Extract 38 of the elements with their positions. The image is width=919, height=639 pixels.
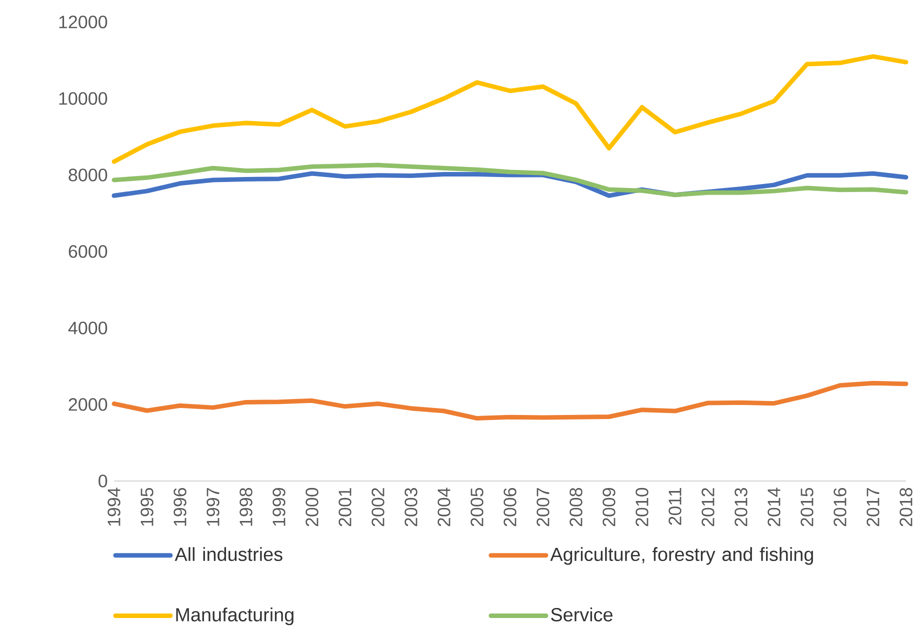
- x-tick-label: 2009: [602, 488, 616, 526]
- x-tick-label: 2013: [734, 488, 748, 526]
- y-tick-label: 2000: [68, 398, 108, 411]
- x-tick-label: 2005: [470, 488, 484, 526]
- x-tick-label: 2004: [438, 488, 450, 526]
- y-tick-label: 12000: [59, 16, 108, 28]
- y-tick-label: 10000: [59, 92, 108, 105]
- y-tick-label: 6000: [68, 245, 108, 258]
- legend-label: All industries: [174, 547, 282, 562]
- x-tick-label: 2010: [636, 488, 648, 526]
- x-tick-label: 2014: [768, 488, 780, 526]
- x-tick-label: 1995: [140, 488, 154, 526]
- x-tick-label: 2002: [372, 488, 384, 526]
- x-tick-label: 2007: [536, 488, 550, 526]
- x-tick-label: 2012: [702, 488, 714, 526]
- y-tick-label: 4000: [68, 322, 108, 334]
- x-tick-label: 2008: [570, 488, 582, 526]
- x-tick-label: 2015: [800, 488, 814, 526]
- x-tick-label: 2011: [668, 488, 682, 525]
- x-tick-label: 2003: [404, 488, 418, 526]
- x-tick-label: 1999: [272, 488, 286, 526]
- y-tick-label: 0: [98, 474, 108, 488]
- x-tick-label: 2000: [306, 488, 318, 526]
- x-tick-label: 2017: [866, 488, 880, 526]
- legend-label: Agriculture, forestry and fishing: [550, 547, 813, 565]
- x-tick-label: 2001: [338, 488, 352, 526]
- x-tick-label: 2006: [504, 488, 516, 526]
- legend-label: Manufacturing: [176, 608, 294, 626]
- line-series: [112, 54, 908, 164]
- x-tick-label: 1998: [240, 488, 252, 526]
- x-tick-label: 2016: [834, 488, 846, 526]
- x-tick-label: 1997: [206, 488, 220, 526]
- legend-label: Service: [551, 608, 612, 622]
- y-tick-label: 8000: [68, 168, 108, 182]
- x-tick-label: 2018: [900, 488, 912, 526]
- x-tick-label: 1996: [174, 488, 186, 526]
- x-tick-label: 1994: [108, 488, 120, 526]
- line-series: [112, 162, 908, 198]
